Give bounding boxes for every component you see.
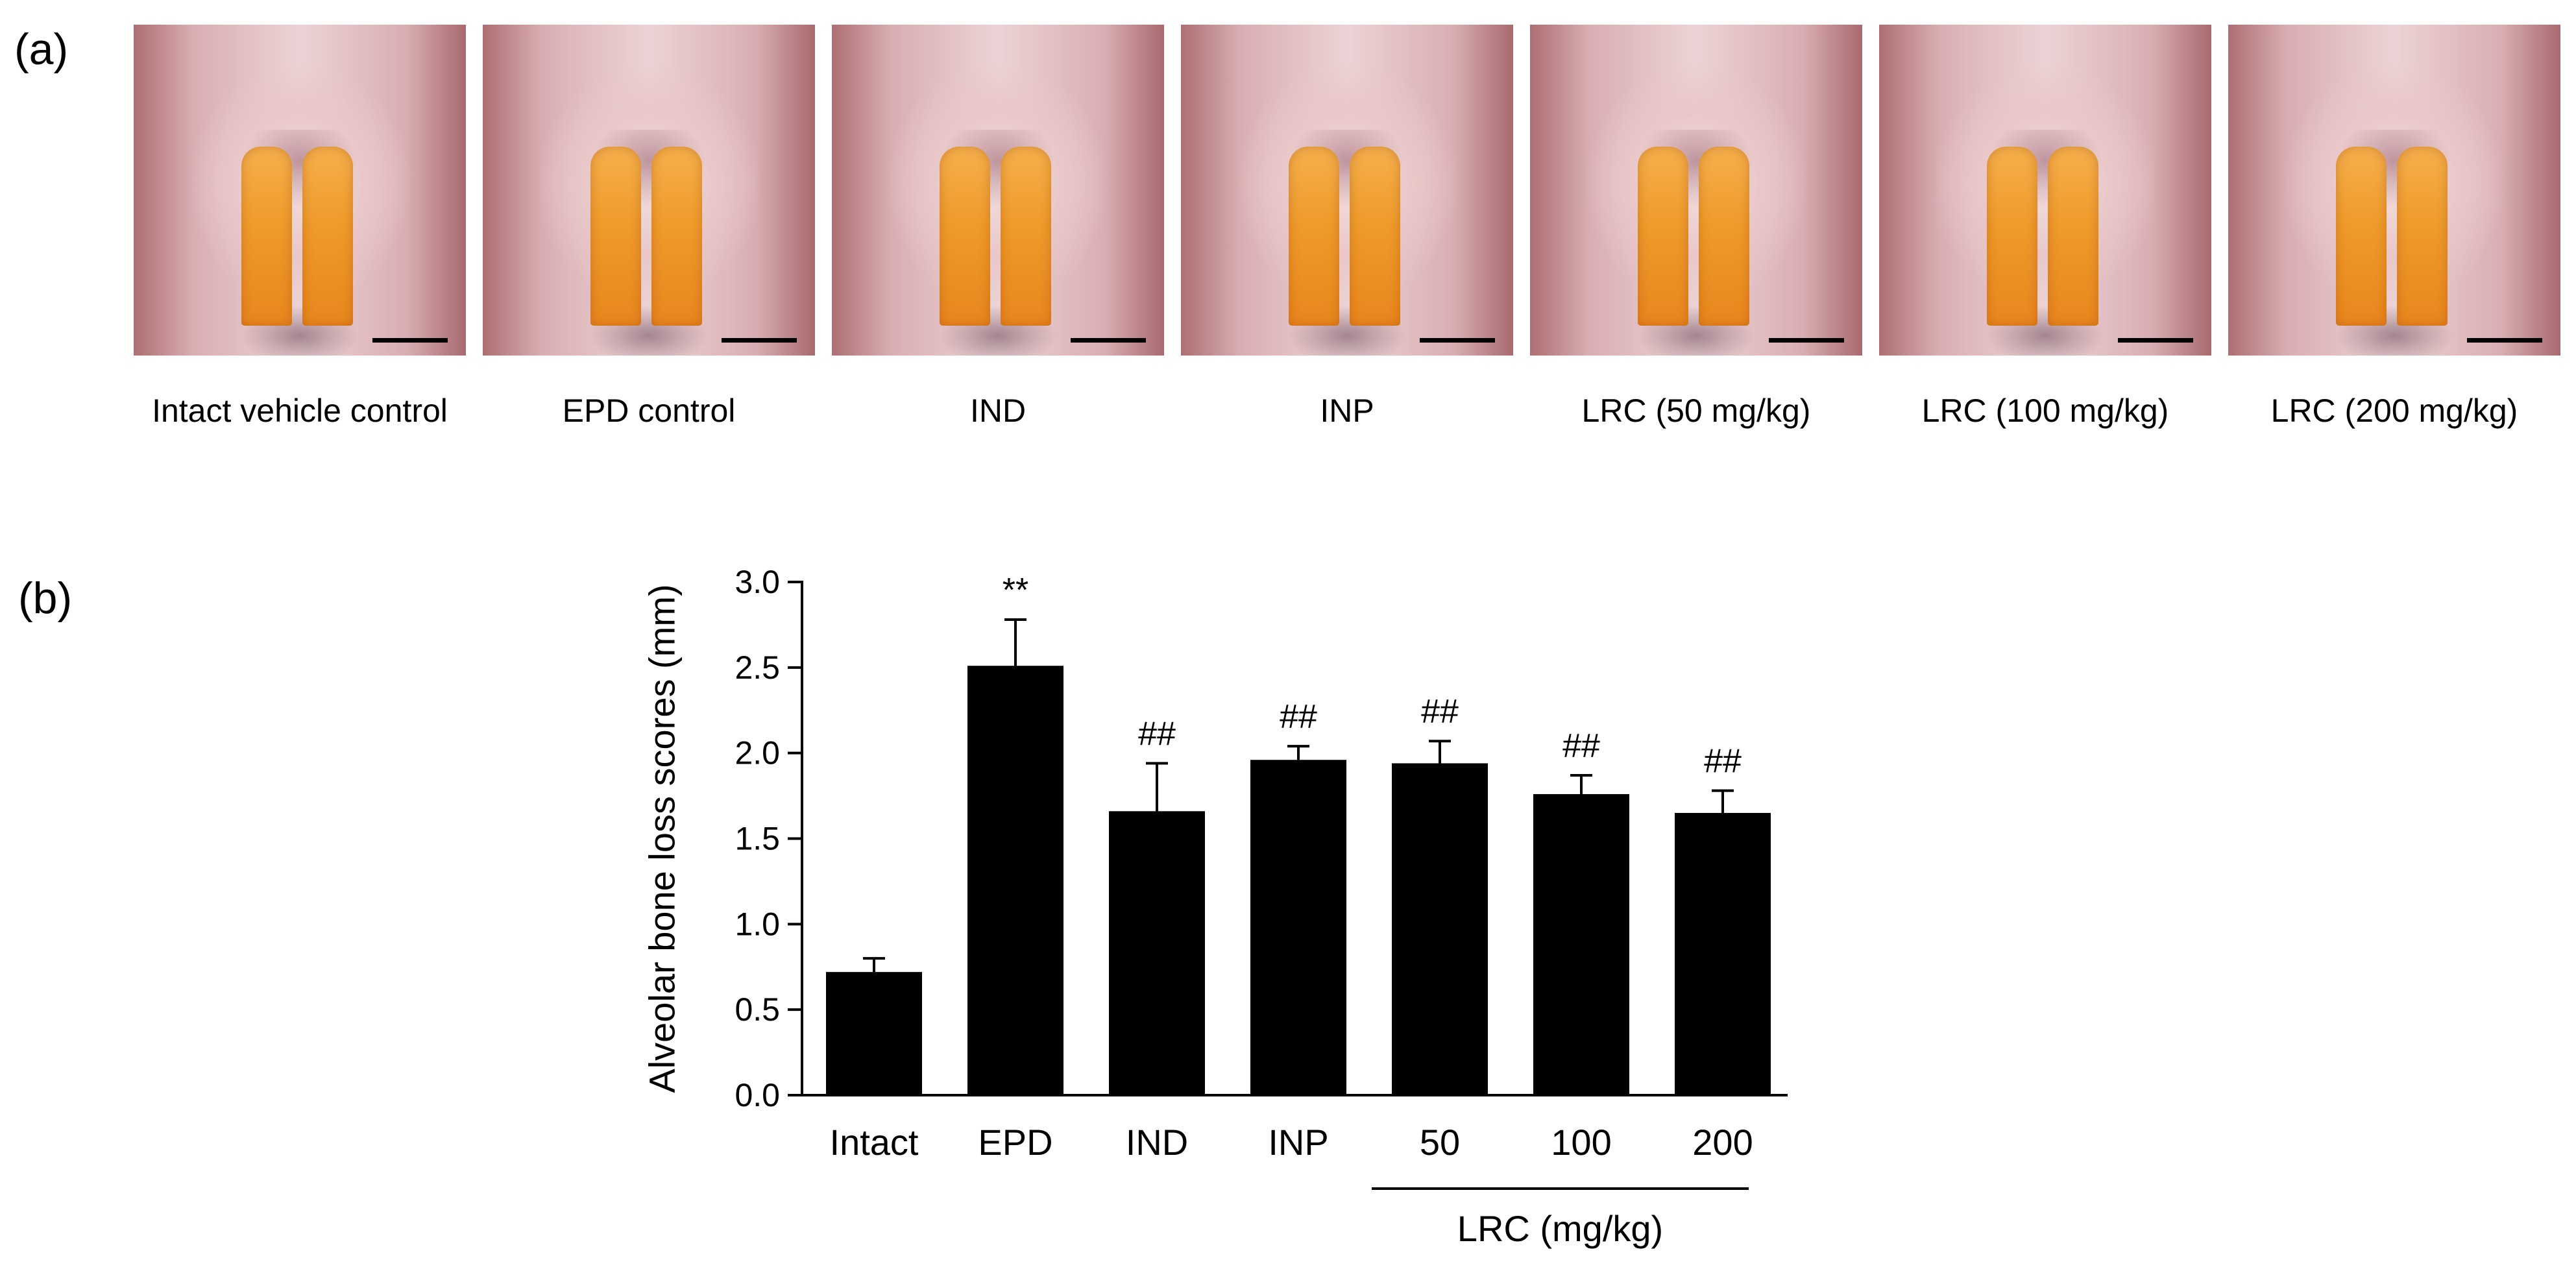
scale-bar bbox=[1420, 338, 1495, 343]
photo-lrc-100 bbox=[1879, 25, 2211, 356]
scale-bar bbox=[372, 338, 448, 343]
y-tick-label: 1.5 bbox=[735, 821, 780, 857]
tooth-right bbox=[1350, 147, 1400, 326]
bar-intact bbox=[826, 972, 922, 1095]
chart-bars bbox=[826, 666, 1771, 1095]
bar-50 bbox=[1392, 763, 1488, 1095]
tooth-right bbox=[651, 147, 702, 326]
photo-lrc-200 bbox=[2228, 25, 2560, 356]
tooth-left bbox=[1638, 147, 1688, 326]
tooth-right bbox=[1699, 147, 1749, 326]
photo-inp bbox=[1181, 25, 1513, 356]
tooth-left bbox=[1289, 147, 1339, 326]
x-tick-label: EPD bbox=[978, 1122, 1052, 1163]
y-tick-label: 2.5 bbox=[735, 649, 780, 686]
photo-caption-lrc-50: LRC (50 mg/kg) bbox=[1581, 393, 1811, 429]
significance-marker: ** bbox=[1002, 572, 1028, 609]
scale-bar bbox=[1769, 338, 1844, 343]
bar-100 bbox=[1533, 793, 1629, 1095]
tooth-left bbox=[241, 147, 292, 326]
tooth-left bbox=[590, 147, 641, 326]
significance-marker: ## bbox=[1421, 693, 1459, 731]
photo-intact-vehicle-control bbox=[134, 25, 466, 356]
significance-marker: ## bbox=[1138, 715, 1176, 753]
y-tick-label: 1.0 bbox=[735, 906, 780, 942]
y-tick-label: 3.0 bbox=[735, 564, 780, 600]
scale-bar bbox=[2118, 338, 2193, 343]
tooth-right bbox=[302, 147, 353, 326]
tooth-right bbox=[1001, 147, 1051, 326]
x-tick-label: IND bbox=[1126, 1122, 1188, 1163]
x-tick-label: 100 bbox=[1551, 1122, 1611, 1163]
photo-epd-control bbox=[483, 25, 815, 356]
bar-epd bbox=[967, 666, 1063, 1095]
bar-ind bbox=[1109, 811, 1205, 1095]
x-tick-label: INP bbox=[1268, 1122, 1328, 1163]
scale-bar bbox=[2467, 338, 2542, 343]
y-axis-label: Alveolar bone loss scores (mm) bbox=[642, 584, 683, 1093]
significance-marker: ## bbox=[1280, 698, 1317, 736]
tooth-right bbox=[2048, 147, 2098, 326]
tooth-left bbox=[940, 147, 990, 326]
x-tick-label: 200 bbox=[1692, 1122, 1753, 1163]
photo-ind bbox=[832, 25, 1164, 356]
photo-caption-inp: INP bbox=[1320, 393, 1374, 429]
photo-lrc-50 bbox=[1530, 25, 1862, 356]
photo-caption-ind: IND bbox=[969, 393, 1027, 429]
x-tick-label: 50 bbox=[1420, 1122, 1460, 1163]
chart-text: 0.0 0.5 1.0 1.5 2.0 2.5 3.0 Alveolar bone loss … bbox=[642, 564, 1753, 1249]
group-label: LRC (mg/kg) bbox=[1457, 1208, 1663, 1249]
tooth-left bbox=[2336, 147, 2387, 326]
chart-error-bars bbox=[863, 618, 1734, 973]
panel-label-b: (b) bbox=[18, 574, 73, 623]
photo-caption-lrc-200: LRC (200 mg/kg) bbox=[2270, 393, 2518, 429]
y-tick-label: 0.0 bbox=[735, 1077, 780, 1113]
scale-bar bbox=[722, 338, 797, 343]
significance-marker: ## bbox=[1562, 727, 1600, 765]
bar-inp bbox=[1250, 760, 1346, 1095]
y-tick-label: 2.0 bbox=[735, 735, 780, 771]
panel-label-a: (a) bbox=[14, 25, 69, 74]
y-tick-label: 0.5 bbox=[735, 991, 780, 1028]
scale-bar bbox=[1071, 338, 1146, 343]
photo-caption-epd: EPD control bbox=[562, 393, 736, 429]
tooth-right bbox=[2397, 147, 2448, 326]
bar-200 bbox=[1675, 812, 1771, 1095]
significance-marker: ## bbox=[1704, 743, 1742, 781]
photo-caption-intact: Intact vehicle control bbox=[152, 393, 448, 429]
photo-caption-lrc-100: LRC (100 mg/kg) bbox=[1921, 393, 2169, 429]
tooth-left bbox=[1987, 147, 2037, 326]
x-tick-label: Intact bbox=[830, 1122, 919, 1163]
